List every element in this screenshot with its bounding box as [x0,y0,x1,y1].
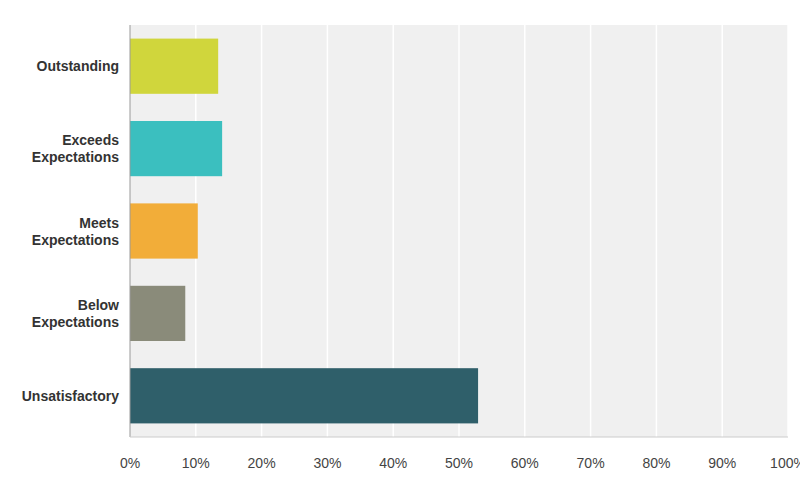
tick-label: 30% [313,455,341,471]
tick-label: 90% [708,455,736,471]
bar [130,203,198,258]
chart: 0% 10% 20% 30% 40% 50% 60% 70% 80% 90% 100% Outstan… [0,0,800,478]
bar [130,121,222,176]
grid-line [721,25,723,437]
category-label: MeetsExpectations [32,215,119,248]
label-line: Meets [79,215,119,231]
tick-label: 50% [445,455,473,471]
grid-line [524,25,526,437]
tick-label: 60% [511,455,539,471]
category-label: Unsatisfactory [22,388,119,404]
category-label: Outstanding [37,58,119,74]
axis-line [130,437,788,438]
label-line: Expectations [32,314,119,330]
grid-line [787,25,789,437]
label-line: Expectations [32,149,119,165]
axis-line [130,25,131,437]
label-line: Unsatisfactory [22,388,119,404]
category-label: ExceedsExpectations [32,132,119,165]
tick-label: 100% [770,455,800,471]
tick-label: 10% [182,455,210,471]
tick-label: 20% [248,455,276,471]
bar [130,286,185,341]
tick-label: 0% [120,455,140,471]
tick-label: 80% [642,455,670,471]
bar [130,368,478,423]
label-line: Exceeds [62,132,119,148]
plot-background [130,25,788,437]
label-line: Expectations [32,232,119,248]
category-label: BelowExpectations [32,297,119,330]
label-line: Below [78,297,119,313]
tick-label: 70% [577,455,605,471]
label-line: Outstanding [37,58,119,74]
tick-label: 40% [379,455,407,471]
bar [130,39,218,94]
grid-line [590,25,592,437]
grid-line [656,25,658,437]
bars [130,39,478,424]
